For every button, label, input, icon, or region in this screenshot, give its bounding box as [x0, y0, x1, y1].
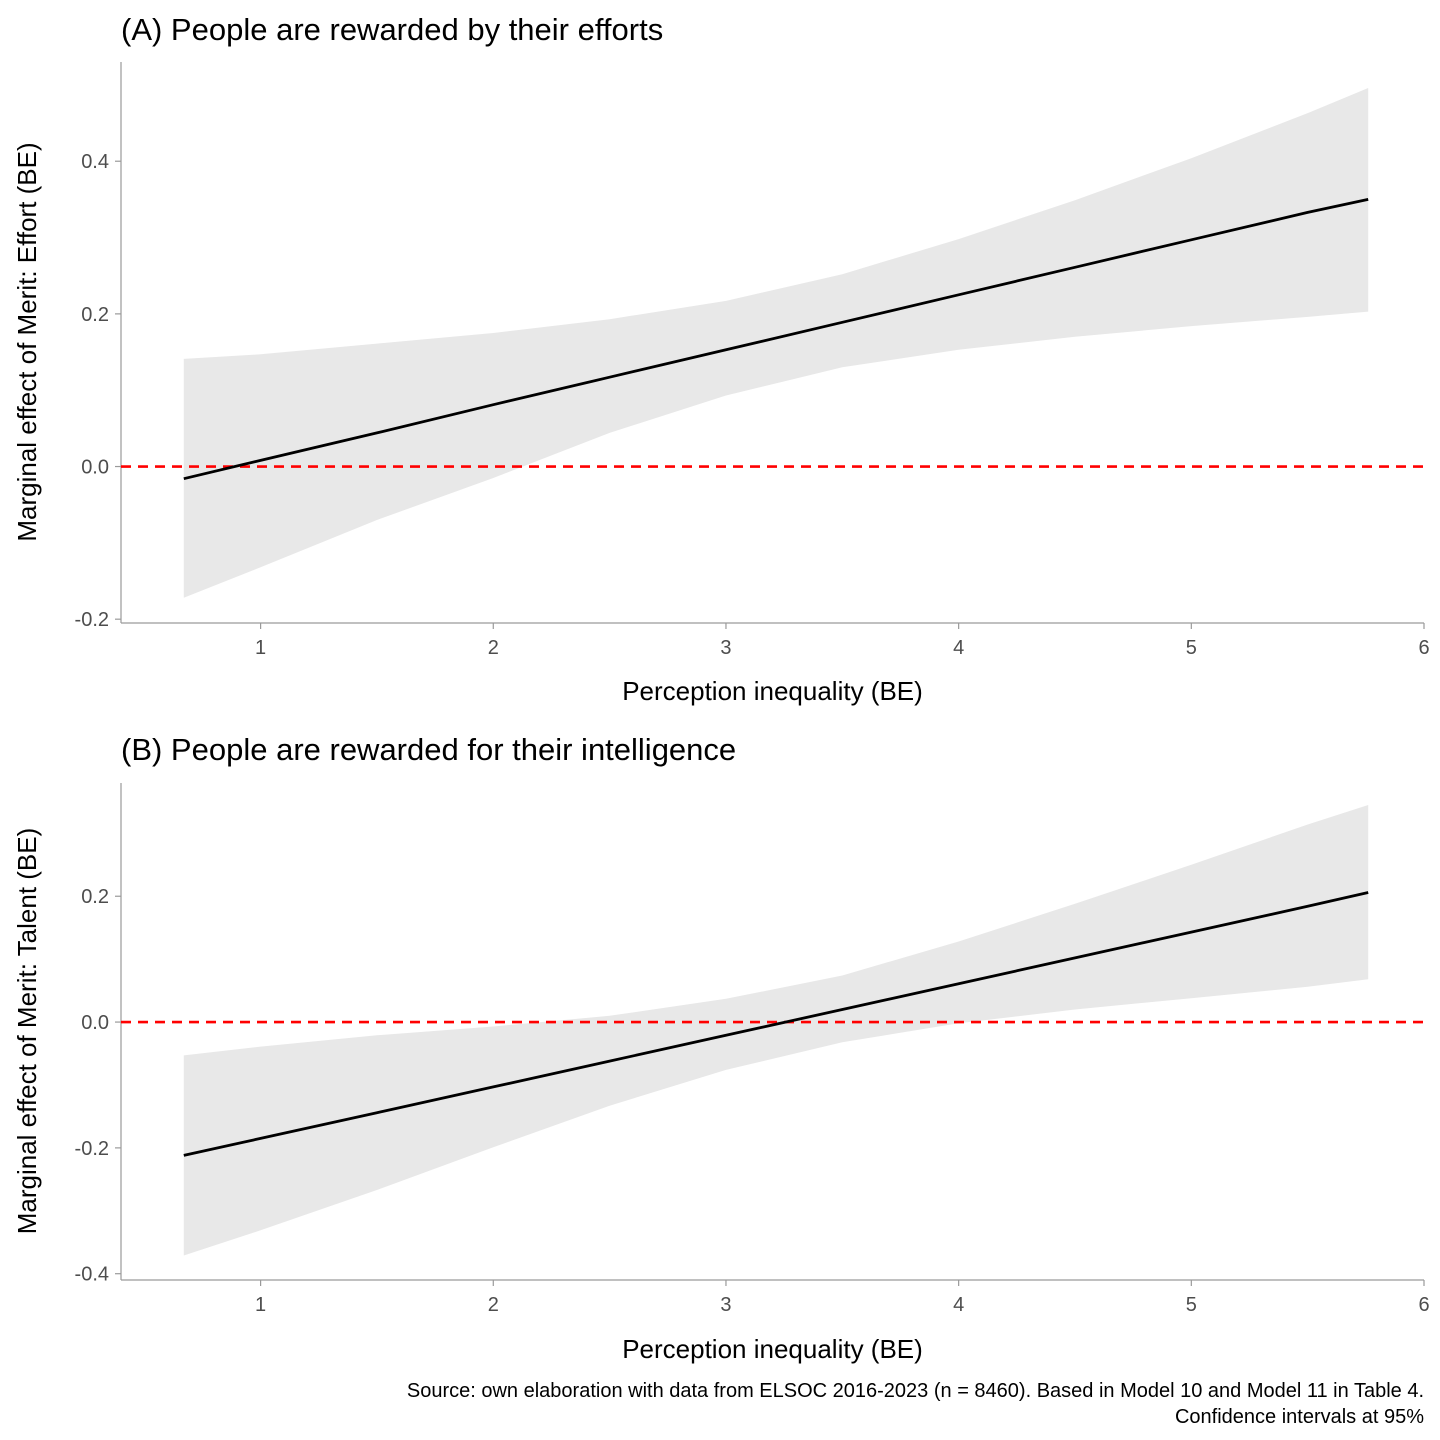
- x-tick-label: 1: [255, 1294, 266, 1316]
- x-tick-label: 4: [953, 637, 964, 659]
- source-caption: Source: own elaboration with data from E…: [406, 1380, 1424, 1402]
- panel-a-title: (A) People are rewarded by their efforts: [121, 12, 663, 47]
- x-tick-label: 5: [1186, 637, 1197, 659]
- y-tick-label: -0.4: [75, 1264, 109, 1286]
- x-tick-label: 3: [720, 637, 731, 659]
- panel-a: (A) People are rewarded by their efforts…: [12, 12, 1430, 706]
- x-axis-label: Perception inequality (BE): [622, 1334, 923, 1364]
- y-tick-label: -0.2: [75, 609, 109, 631]
- y-tick-label: 0.2: [81, 304, 109, 326]
- marginal-effect-line: [183, 891, 1369, 1157]
- marginal-effect-line: [183, 198, 1369, 481]
- x-tick-label: 2: [488, 637, 499, 659]
- x-tick-label: 2: [488, 1294, 499, 1316]
- confidence-band: [183, 805, 1369, 1256]
- panel-b: (B) People are rewarded for their intell…: [12, 732, 1430, 1364]
- x-tick-label: 4: [953, 1294, 964, 1316]
- y-tick-label: 0.0: [81, 1012, 109, 1034]
- y-axis-label: Marginal effect of Merit: Talent (BE): [12, 828, 42, 1235]
- x-tick-label: 3: [720, 1294, 731, 1316]
- confidence-caption: Confidence intervals at 95%: [1174, 1406, 1424, 1428]
- x-axis-label: Perception inequality (BE): [622, 676, 923, 706]
- x-tick-label: 6: [1418, 637, 1429, 659]
- y-axis-label: Marginal effect of Merit: Effort (BE): [12, 142, 42, 541]
- confidence-band: [183, 88, 1369, 598]
- y-tick-label: 0.0: [81, 457, 109, 479]
- x-tick-label: 5: [1186, 1294, 1197, 1316]
- y-tick-label: 0.2: [81, 886, 109, 908]
- y-tick-label: 0.4: [81, 151, 109, 173]
- x-tick-label: 6: [1418, 1294, 1429, 1316]
- x-tick-label: 1: [255, 637, 266, 659]
- panel-b-title: (B) People are rewarded for their intell…: [121, 732, 736, 767]
- y-tick-label: -0.2: [75, 1138, 109, 1160]
